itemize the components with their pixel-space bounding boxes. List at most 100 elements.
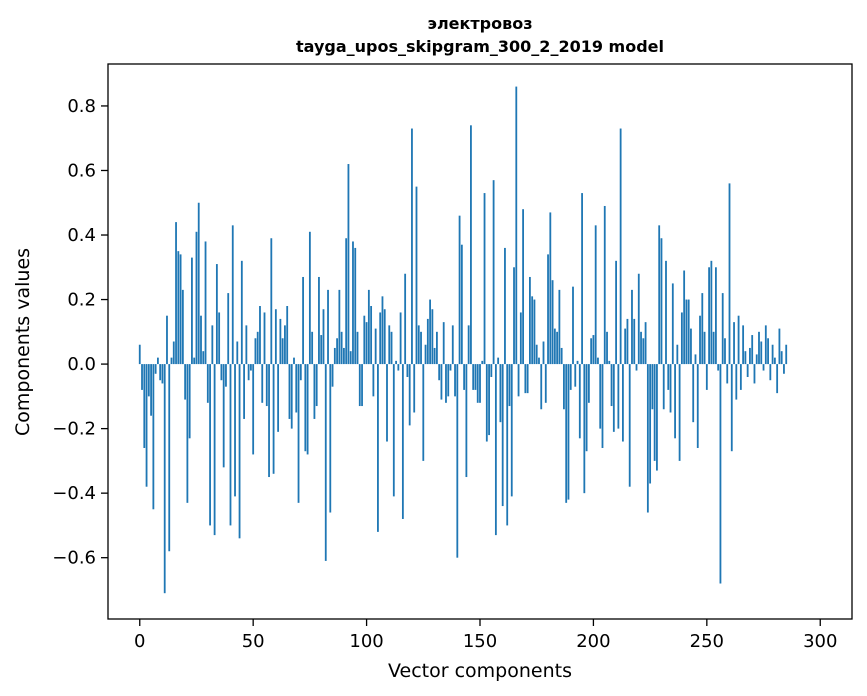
bar — [324, 364, 327, 561]
bar — [780, 351, 783, 365]
bar — [213, 364, 216, 536]
bar — [318, 276, 320, 365]
bar — [388, 325, 391, 365]
bar — [397, 364, 400, 371]
bar — [533, 299, 536, 365]
bar — [699, 315, 701, 365]
bar — [497, 357, 500, 365]
bar — [739, 364, 742, 390]
bar — [726, 364, 729, 384]
bar — [494, 364, 497, 536]
bar — [188, 364, 191, 439]
bar — [642, 338, 645, 365]
bar — [606, 331, 608, 365]
bar — [476, 364, 479, 403]
bar — [624, 328, 627, 365]
bar — [526, 364, 529, 394]
bar — [179, 254, 182, 365]
bar — [610, 364, 613, 407]
bar — [776, 364, 779, 394]
bar — [440, 364, 443, 400]
bar — [656, 364, 658, 471]
bar — [708, 267, 710, 365]
bar — [465, 364, 468, 478]
bar — [175, 222, 177, 365]
bar — [352, 241, 354, 365]
bar — [147, 364, 150, 397]
bar — [374, 328, 377, 365]
bar — [574, 364, 577, 387]
bar — [696, 364, 699, 448]
bar — [436, 331, 438, 365]
bar — [211, 325, 214, 365]
bar — [760, 341, 763, 365]
bar — [354, 247, 357, 365]
bar — [302, 276, 304, 365]
chart-title-line1: электровоз — [427, 14, 532, 33]
bar — [585, 364, 588, 452]
bar — [370, 306, 373, 365]
bar — [603, 205, 606, 365]
bar — [152, 364, 155, 510]
bar — [252, 364, 255, 455]
bar — [170, 357, 173, 365]
bar — [438, 364, 441, 381]
bar — [159, 364, 162, 381]
bar — [193, 357, 196, 365]
bar — [234, 364, 236, 497]
bar — [601, 364, 604, 448]
bar — [619, 128, 622, 365]
bar — [286, 306, 289, 365]
bar — [769, 364, 772, 381]
bar — [420, 331, 422, 365]
bar — [168, 364, 171, 552]
bar — [617, 364, 620, 429]
bar — [510, 364, 513, 497]
bar — [299, 364, 302, 381]
bar — [424, 344, 427, 365]
bar — [395, 360, 397, 365]
bar — [184, 364, 187, 400]
bar — [519, 312, 522, 365]
bar — [231, 225, 234, 365]
y-tick-label: 0.2 — [67, 290, 96, 311]
bar — [544, 364, 547, 403]
bar — [451, 325, 454, 365]
bar — [581, 193, 583, 365]
bar — [390, 331, 393, 365]
bar — [206, 364, 209, 403]
bar — [386, 364, 388, 442]
bar — [721, 293, 724, 365]
bar — [542, 341, 545, 365]
bar — [245, 325, 248, 365]
bar — [504, 247, 506, 365]
bar — [556, 331, 559, 365]
bar — [762, 364, 765, 371]
bar — [406, 364, 409, 377]
bar — [229, 364, 232, 526]
bar — [751, 335, 754, 365]
bar — [259, 306, 261, 365]
bar — [479, 364, 481, 403]
bar — [492, 180, 495, 365]
bar — [256, 331, 259, 365]
bar — [347, 164, 350, 365]
bar — [631, 289, 633, 365]
bar — [517, 364, 520, 397]
bar — [209, 364, 211, 526]
bar — [785, 344, 788, 365]
bar — [644, 322, 647, 365]
bar — [270, 238, 273, 365]
bar — [744, 351, 747, 365]
bar — [329, 364, 332, 513]
bar — [367, 289, 370, 365]
y-axis-label: Components values — [12, 248, 34, 436]
bar — [635, 364, 638, 371]
bar — [470, 125, 472, 365]
bar — [717, 364, 720, 371]
bar — [308, 231, 311, 365]
y-tick-label: 0.6 — [67, 160, 96, 181]
chart-title-line2: tayga_upos_skipgram_300_2_2019 model — [296, 37, 664, 56]
bar — [361, 364, 363, 407]
